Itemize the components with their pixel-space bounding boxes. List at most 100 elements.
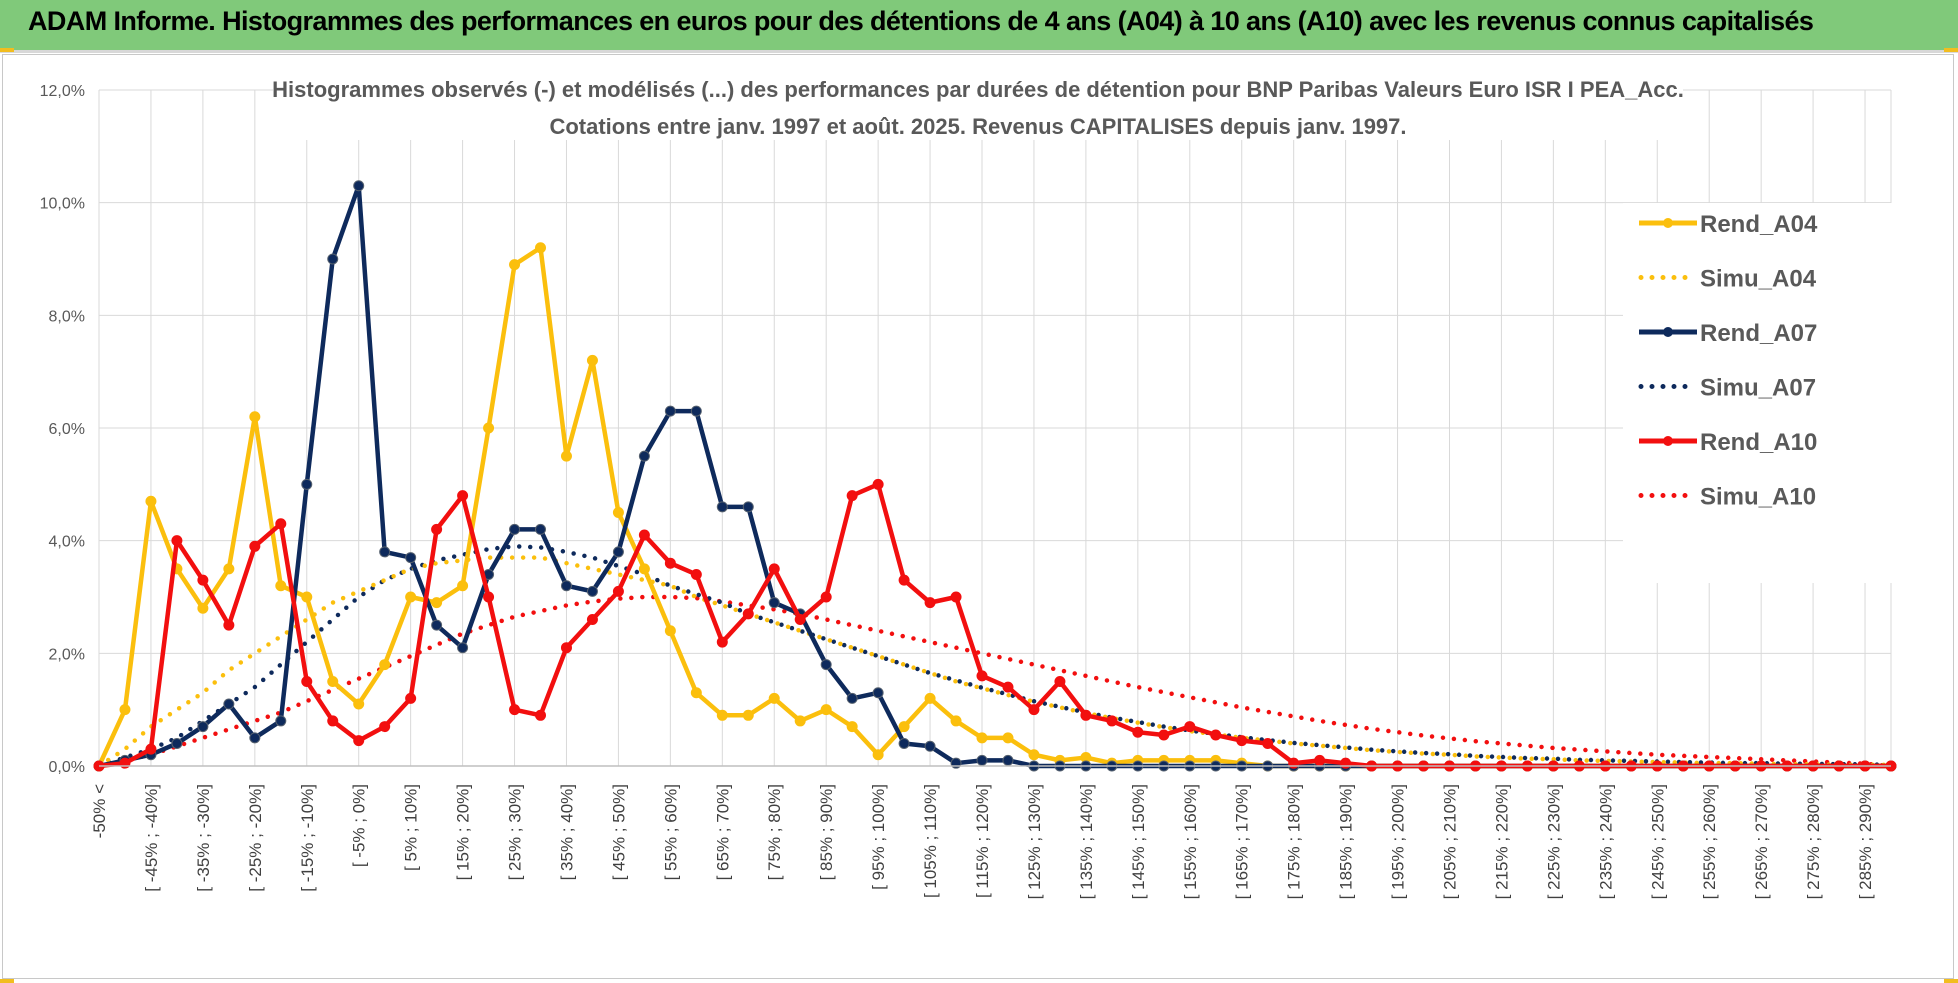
x-tick-label: [ 15% ; 20%]: [454, 784, 473, 880]
data-point-rend-a10: [171, 535, 183, 547]
data-point-rend-a10: [1028, 704, 1040, 716]
data-point-rend-a07: [535, 523, 547, 535]
data-point-rend-a04: [301, 591, 313, 603]
x-tick-label: [ 45% ; 50%]: [609, 784, 628, 880]
data-point-rend-a07: [690, 405, 702, 417]
data-point-rend-a04: [716, 709, 728, 721]
x-tick-label: [ 115% ; 120%]: [973, 784, 992, 898]
data-point-rend-a10: [327, 715, 339, 727]
subtitle-background: [273, 70, 1683, 140]
legend-label-simu-a07: Simu_A07: [1700, 375, 1816, 402]
data-point-rend-a10: [197, 574, 209, 586]
x-tick-label: [ 145% ; 150%]: [1129, 784, 1148, 899]
x-tick-label: [ 275% ; 280%]: [1804, 784, 1823, 899]
data-point-rend-a10: [664, 557, 676, 569]
data-point-rend-a04: [145, 495, 157, 507]
x-tick-label: [ 105% ; 110%]: [921, 784, 940, 898]
data-point-rend-a07: [223, 698, 235, 710]
data-point-rend-a04: [327, 676, 339, 687]
data-point-rend-a04: [535, 242, 547, 254]
x-tick-label: -50% <: [90, 784, 109, 838]
data-point-rend-a07: [405, 552, 417, 564]
data-point-rend-a10: [353, 735, 365, 747]
data-point-rend-a10: [1314, 754, 1326, 766]
legend: Rend_A04 Simu_A04 Rend_A07 Simu_A07 Rend_A10…: [1623, 203, 1893, 583]
data-point-rend-a10: [405, 692, 417, 704]
data-point-rend-a07: [509, 523, 521, 535]
x-tick-label: [ -5% ; 0%]: [350, 784, 369, 867]
x-tick-label: [ 165% ; 170%]: [1233, 784, 1252, 899]
data-point-rend-a07: [560, 580, 572, 592]
data-point-rend-a10: [145, 743, 157, 755]
data-point-rend-a04: [431, 597, 443, 609]
legend-background: [1623, 203, 1893, 583]
data-point-rend-a04: [664, 625, 676, 637]
data-point-rend-a10: [638, 529, 650, 541]
data-point-rend-a10: [223, 619, 235, 631]
data-point-rend-a04: [249, 411, 261, 423]
data-point-rend-a07: [716, 501, 728, 513]
data-point-rend-a04: [898, 721, 910, 733]
data-point-rend-a04: [976, 732, 988, 744]
data-point-rend-a07: [379, 546, 391, 558]
data-point-rend-a07: [898, 737, 910, 749]
x-tick-label: [ 205% ; 210%]: [1440, 784, 1459, 899]
series-simu-a07: [96, 544, 1894, 769]
data-point-rend-a04: [612, 507, 624, 518]
x-tick-label: [ 35% ; 40%]: [557, 784, 576, 880]
data-point-rend-a04: [223, 563, 235, 575]
report-banner: ADAM Informe. Histogrammes des performan…: [0, 0, 1958, 53]
data-point-rend-a07: [976, 754, 988, 766]
legend-item-simu-a10: Simu_A10: [1638, 484, 1816, 511]
series-line-simu-a07: [96, 544, 1894, 769]
data-point-rend-a07: [327, 253, 339, 265]
data-point-rend-a10: [301, 676, 313, 687]
series-simu-a10: [96, 594, 1894, 769]
data-point-rend-a10: [716, 636, 728, 648]
data-point-rend-a10: [1210, 729, 1222, 741]
x-tick-label: [ 215% ; 220%]: [1492, 784, 1511, 899]
y-tick-label: 10,0%: [40, 196, 85, 213]
data-point-rend-a04: [379, 659, 391, 671]
data-point-rend-a04: [820, 704, 832, 716]
data-point-rend-a04: [405, 591, 417, 603]
x-tick-label: [ 195% ; 200%]: [1389, 784, 1408, 899]
data-point-rend-a07: [197, 721, 209, 733]
data-point-rend-a04: [353, 698, 365, 710]
data-point-rend-a04: [690, 687, 702, 699]
data-point-rend-a10: [1184, 721, 1196, 733]
x-tick-label: [ -25% ; -20%]: [246, 784, 265, 892]
data-point-rend-a07: [275, 715, 287, 727]
x-tick-label: [ 235% ; 240%]: [1596, 784, 1615, 899]
data-point-rend-a07: [1002, 754, 1014, 766]
data-point-rend-a07: [820, 659, 832, 671]
data-point-rend-a10: [872, 478, 884, 490]
data-point-rend-a10: [794, 614, 806, 626]
data-point-rend-a10: [768, 563, 780, 575]
data-point-rend-a07: [768, 597, 780, 609]
axis-layer: 0,0% 2,0% 4,0% 6,0% 8,0% 10,0% 12,0% -50% < [ -4…: [40, 83, 1891, 899]
data-point-rend-a07: [612, 546, 624, 558]
legend-marker-rend-a04: [1663, 218, 1673, 228]
legend-label-simu-a10: Simu_A10: [1700, 484, 1816, 511]
legend-marker-rend-a10: [1663, 436, 1673, 446]
x-tick-label: [ -35% ; -30%]: [194, 784, 213, 892]
data-point-rend-a10: [1002, 681, 1014, 693]
legend-marker-rend-a07: [1663, 327, 1673, 337]
report-title: ADAM Informe. Histogrammes des performan…: [28, 6, 1814, 36]
data-point-rend-a10: [846, 490, 858, 502]
chart-frame: 0,0% 2,0% 4,0% 6,0% 8,0% 10,0% 12,0% -50% < [ -4…: [2, 54, 1954, 979]
data-point-rend-a04: [846, 721, 858, 733]
data-point-rend-a10: [457, 490, 469, 502]
data-point-rend-a10: [1106, 715, 1118, 727]
corner-accent-top-right: [1944, 48, 1958, 52]
data-point-rend-a10: [586, 614, 598, 626]
data-point-rend-a04: [872, 749, 884, 761]
data-point-rend-a07: [924, 740, 936, 752]
legend-item-rend-a04: Rend_A04: [1639, 211, 1818, 238]
data-point-rend-a07: [664, 405, 676, 417]
data-point-rend-a10: [898, 574, 910, 586]
x-tick-label: [ 135% ; 140%]: [1077, 784, 1096, 899]
x-tick-label: [ 175% ; 180%]: [1285, 784, 1304, 899]
grid-layer: [98, 89, 1892, 767]
